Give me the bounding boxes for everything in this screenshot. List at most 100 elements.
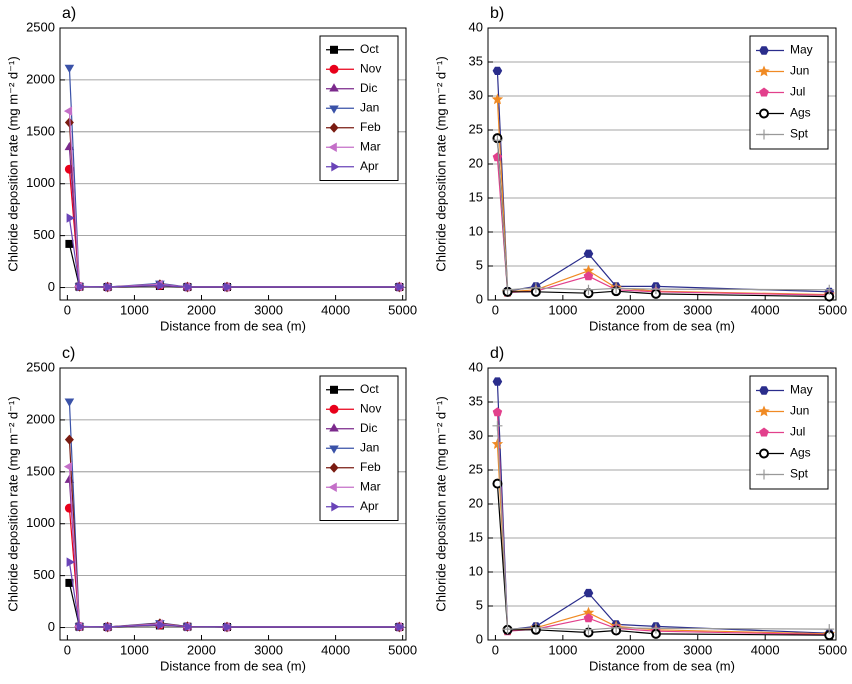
legend-label: Feb xyxy=(360,460,381,474)
marker xyxy=(824,624,835,635)
marker xyxy=(157,280,166,291)
panel-label: b) xyxy=(490,5,504,22)
marker xyxy=(583,271,594,281)
x-tick-label: 5000 xyxy=(818,302,847,317)
y-tick-label: 5 xyxy=(476,597,483,612)
legend-label: Jul xyxy=(790,85,805,99)
x-tick-label: 1000 xyxy=(120,302,149,317)
y-tick-label: 20 xyxy=(469,155,483,170)
marker xyxy=(492,377,503,386)
marker xyxy=(583,624,594,635)
legend-label: Nov xyxy=(360,401,381,415)
marker xyxy=(492,66,503,75)
marker xyxy=(104,622,114,632)
marker xyxy=(759,448,769,459)
legend-label: Oct xyxy=(360,42,379,56)
legend-label: Spt xyxy=(790,127,809,141)
marker xyxy=(224,282,233,292)
legend-label: Jul xyxy=(790,425,805,439)
panel: b) 0 5 10 15 20 25 30 35 40 0 1000 2000 3000 4000 5000 D… xyxy=(433,5,847,333)
series-line xyxy=(496,140,830,291)
marker xyxy=(758,405,770,417)
x-tick-label: 3000 xyxy=(683,642,712,657)
legend-label: Ags xyxy=(790,106,811,120)
marker xyxy=(76,621,85,632)
y-tick-label: 25 xyxy=(469,121,483,136)
legend-label: Oct xyxy=(360,382,379,396)
x-tick-label: 1000 xyxy=(120,642,149,657)
marker xyxy=(502,624,513,635)
y-tick-label: 30 xyxy=(469,87,483,102)
panel-label: d) xyxy=(490,345,504,362)
x-axis-label: Distance from de sea (m) xyxy=(589,318,735,333)
marker xyxy=(502,284,513,295)
y-axis-label: Chloride deposition rate (mg m⁻² d⁻¹) xyxy=(433,396,448,611)
y-tick-label: 0 xyxy=(476,291,483,306)
marker xyxy=(611,622,622,633)
x-tick-label: 0 xyxy=(64,302,71,317)
legend-label: Jan xyxy=(360,440,379,454)
series-line xyxy=(496,483,830,636)
legend-label: Ags xyxy=(790,446,811,460)
x-tick-label: 4000 xyxy=(751,302,780,317)
marker xyxy=(759,386,769,395)
plot-frame xyxy=(487,27,837,301)
marker xyxy=(157,620,166,630)
legend: May Jun Jul Ags Spt xyxy=(749,35,829,150)
plot-area xyxy=(63,64,405,293)
legend-label: Apr xyxy=(360,499,379,513)
marker xyxy=(184,282,193,292)
y-tick-label: 5 xyxy=(476,257,483,272)
panel: d) 0 5 10 15 20 25 30 35 40 0 1000 2000 3000 4000 5000 D… xyxy=(433,345,847,673)
series-line xyxy=(68,217,400,288)
marker xyxy=(66,557,75,567)
legend-label: Dic xyxy=(360,421,377,435)
marker xyxy=(63,461,73,472)
legend-label: Mar xyxy=(360,479,381,493)
marker xyxy=(330,45,338,54)
x-tick-label: 5000 xyxy=(388,642,417,657)
marker xyxy=(759,108,769,119)
series-line xyxy=(496,138,830,298)
legend: Oct Nov Dic Jan Feb Mar Apr xyxy=(319,375,399,521)
x-tick-label: 3000 xyxy=(254,302,283,317)
legend-label: Apr xyxy=(360,159,379,173)
legend-label: May xyxy=(790,383,813,397)
legend-label: Jun xyxy=(790,404,809,418)
marker xyxy=(396,282,405,292)
marker xyxy=(650,284,661,295)
series-line xyxy=(68,582,400,628)
marker xyxy=(492,478,503,489)
y-tick-label: 20 xyxy=(469,495,483,510)
x-axis-label: Distance from de sea (m) xyxy=(160,658,306,673)
y-tick-label: 15 xyxy=(469,189,483,204)
marker xyxy=(65,578,74,587)
marker xyxy=(63,106,73,116)
x-tick-label: 0 xyxy=(492,302,499,317)
y-tick-label: 2500 xyxy=(26,359,55,374)
marker xyxy=(329,445,339,454)
marker xyxy=(759,87,769,97)
y-tick-label: 15 xyxy=(469,529,483,544)
x-tick-label: 1000 xyxy=(548,642,577,657)
y-tick-label: 40 xyxy=(469,19,483,34)
marker xyxy=(759,46,769,55)
y-tick-label: 1500 xyxy=(26,123,55,138)
x-tick-label: 4000 xyxy=(321,642,350,657)
x-axis-label: Distance from de sea (m) xyxy=(160,318,306,333)
x-tick-label: 2000 xyxy=(187,302,216,317)
panel-label: a) xyxy=(62,5,76,22)
x-tick-label: 5000 xyxy=(388,302,417,317)
marker xyxy=(76,281,85,292)
x-tick-label: 2000 xyxy=(616,302,645,317)
marker xyxy=(65,239,74,248)
marker xyxy=(64,117,74,128)
plot-area xyxy=(491,66,835,302)
marker xyxy=(582,264,595,276)
marker xyxy=(329,64,339,74)
y-tick-label: 40 xyxy=(469,359,483,374)
marker xyxy=(583,249,594,258)
marker xyxy=(64,64,75,73)
marker xyxy=(64,398,75,407)
x-tick-label: 0 xyxy=(64,642,71,657)
